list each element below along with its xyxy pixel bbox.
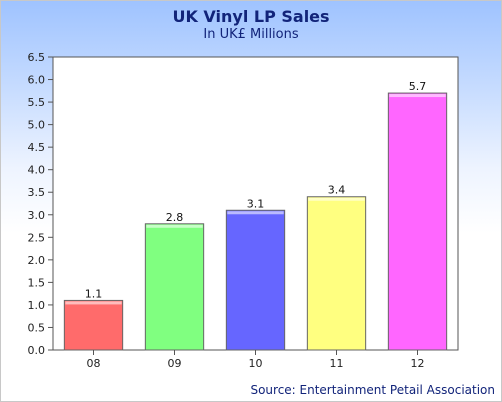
- y-tick-label: 5.0: [28, 119, 46, 132]
- y-tick-label: 1.0: [28, 299, 46, 312]
- x-axis: 08 09 10 11 12: [87, 350, 425, 370]
- value-label: 3.4: [328, 184, 346, 197]
- chart-title: UK Vinyl LP Sales: [172, 7, 330, 26]
- x-tick-label: 09: [168, 357, 182, 370]
- bar-highlight: [227, 211, 284, 215]
- bar-highlight: [308, 197, 365, 201]
- value-label: 2.8: [166, 211, 184, 224]
- y-tick-label: 4.0: [28, 164, 46, 177]
- bar-10: [225, 209, 286, 351]
- bars: 1.1 2.8 3.1 3.4 5.7: [63, 80, 448, 351]
- y-tick-label: 0.5: [28, 321, 46, 334]
- x-tick-label: 10: [249, 357, 263, 370]
- bar-highlight: [146, 224, 203, 228]
- y-tick-label: 3.0: [28, 209, 46, 222]
- y-tick-label: 6.5: [28, 51, 46, 64]
- y-tick-label: 2.5: [28, 231, 46, 244]
- bar-highlight: [65, 301, 122, 305]
- x-tick-label: 11: [330, 357, 344, 370]
- bar-09: [144, 223, 205, 351]
- value-label: 5.7: [409, 80, 427, 93]
- source-note: Source: Entertainment Petail Association: [250, 383, 495, 397]
- bar-highlight: [389, 94, 446, 98]
- x-tick-label: 08: [87, 357, 101, 370]
- value-label: 3.1: [247, 197, 265, 210]
- y-tick-label: 1.5: [28, 276, 46, 289]
- x-tick-label: 12: [411, 357, 425, 370]
- bar-08: [63, 299, 124, 351]
- y-tick-label: 4.5: [28, 141, 46, 154]
- bar-11: [306, 196, 367, 351]
- y-axis: 0.0 0.5 1.0 1.5 2.0 2.5 3.0 3.5 4.0 4.5 5.0 5.5 6.0 6…: [28, 51, 53, 357]
- y-tick-label: 6.0: [28, 74, 46, 87]
- value-label: 1.1: [85, 287, 103, 300]
- y-tick-label: 5.5: [28, 96, 46, 109]
- y-tick-label: 2.0: [28, 254, 46, 267]
- y-tick-label: 0.0: [28, 344, 46, 357]
- y-tick-label: 3.5: [28, 186, 46, 199]
- chart-subtitle: In UK£ Millions: [203, 27, 299, 42]
- bar-12: [387, 92, 448, 351]
